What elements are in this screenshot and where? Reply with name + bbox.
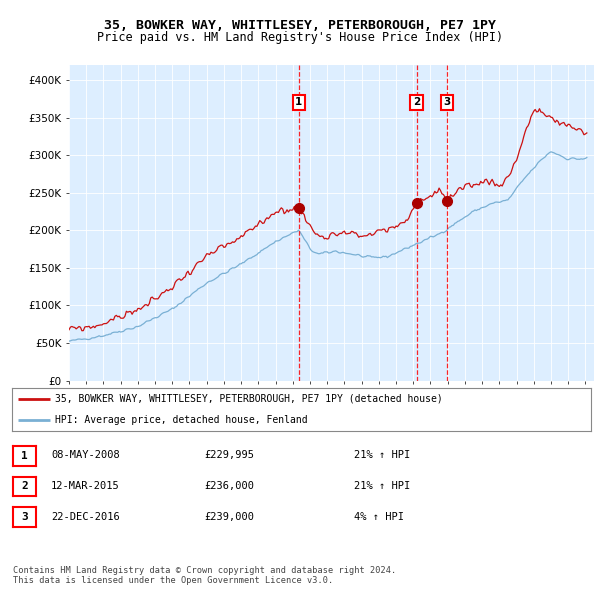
- Text: Contains HM Land Registry data © Crown copyright and database right 2024.
This d: Contains HM Land Registry data © Crown c…: [13, 566, 397, 585]
- Text: HPI: Average price, detached house, Fenland: HPI: Average price, detached house, Fenl…: [55, 415, 308, 425]
- Text: 08-MAY-2008: 08-MAY-2008: [51, 451, 120, 460]
- Text: 21% ↑ HPI: 21% ↑ HPI: [354, 451, 410, 460]
- Text: 3: 3: [443, 97, 451, 107]
- Text: 35, BOWKER WAY, WHITTLESEY, PETERBOROUGH, PE7 1PY: 35, BOWKER WAY, WHITTLESEY, PETERBOROUGH…: [104, 19, 496, 32]
- Text: £236,000: £236,000: [204, 481, 254, 491]
- Text: 12-MAR-2015: 12-MAR-2015: [51, 481, 120, 491]
- Text: Price paid vs. HM Land Registry's House Price Index (HPI): Price paid vs. HM Land Registry's House …: [97, 31, 503, 44]
- Text: 22-DEC-2016: 22-DEC-2016: [51, 512, 120, 522]
- Text: 2: 2: [21, 481, 28, 491]
- Text: 4% ↑ HPI: 4% ↑ HPI: [354, 512, 404, 522]
- Text: £229,995: £229,995: [204, 451, 254, 460]
- Text: 3: 3: [21, 512, 28, 522]
- Text: 35, BOWKER WAY, WHITTLESEY, PETERBOROUGH, PE7 1PY (detached house): 35, BOWKER WAY, WHITTLESEY, PETERBOROUGH…: [55, 394, 443, 404]
- Text: 21% ↑ HPI: 21% ↑ HPI: [354, 481, 410, 491]
- Text: 2: 2: [413, 97, 420, 107]
- Text: 1: 1: [295, 97, 302, 107]
- Text: £239,000: £239,000: [204, 512, 254, 522]
- Text: 1: 1: [21, 451, 28, 461]
